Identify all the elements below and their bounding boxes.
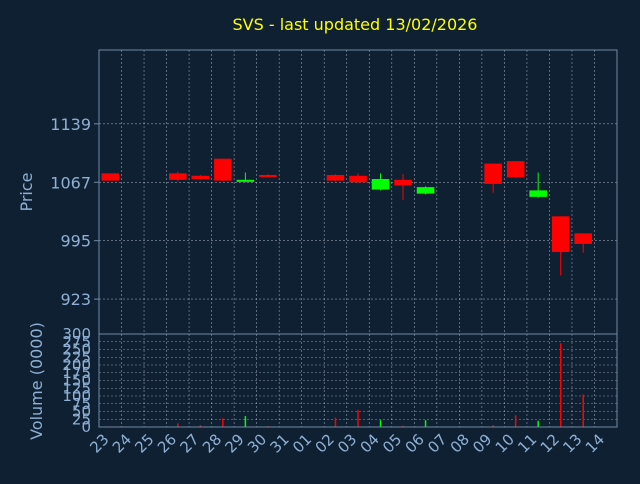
volume-tick-label: 100 [62,387,91,405]
price-tick-label: 1067 [50,173,91,192]
volume-bar [424,420,427,427]
volume-tick-label: 0 [81,418,91,436]
candle-body [349,175,367,183]
volume-panel-frame [98,333,618,428]
volume-bar [514,415,517,427]
volume-bar [492,425,494,427]
volume-tick-label: 50 [72,403,91,421]
volume-bar [402,425,404,427]
candle-body [191,175,210,180]
volume-bar [177,423,179,427]
volume-tick-label: 75 [72,395,91,413]
volume-tick-label: 225 [62,348,91,366]
volume-tick-label: 275 [62,333,91,351]
candle-body [214,158,232,181]
price-panel: 923 995 1067 1139 [50,49,618,335]
volume-bar [199,425,202,427]
price-tick-label: 1139 [50,115,91,134]
candle-body [574,233,593,244]
candle-body [101,173,120,181]
volume-tick-label: 300 [62,325,91,343]
volume-tick-label: 250 [62,341,91,359]
candle-body [236,179,255,182]
volume-bar [379,420,382,427]
volume-tick-label: 150 [62,372,91,390]
candle-body [371,179,390,190]
candle-body [416,187,435,194]
candle-body [529,190,547,197]
price-axis-label: Price [17,172,36,211]
volume-bar [537,420,539,427]
x-axis-label: Day [334,460,362,476]
volume-bar [357,409,359,427]
candle-body [484,163,502,184]
volume-bar [244,416,247,427]
chart-title: SVS - last updated 13/02/2026 [233,15,478,34]
volume-tick-label: 125 [62,379,91,397]
volume-bar [582,394,584,427]
candle-body [259,174,277,177]
volume-tick-label: 25 [72,410,91,428]
volume-tick-label: 200 [62,356,91,374]
volume-bar [222,418,224,427]
price-tick-label: 923 [60,290,91,309]
volume-bar [334,417,337,427]
volume-bar [559,343,562,427]
candle-body [551,216,570,253]
x-axis-ticks: 2324252627282930310102030405060708091011… [86,430,608,456]
candle-body [506,161,525,178]
candle-body [326,174,345,181]
candle-body [394,179,412,186]
volume-tick-label: 175 [62,364,91,382]
price-tick-label: 995 [60,232,91,251]
volume-axis-label: Volume (0000) [27,322,46,440]
candle-body [169,173,187,180]
